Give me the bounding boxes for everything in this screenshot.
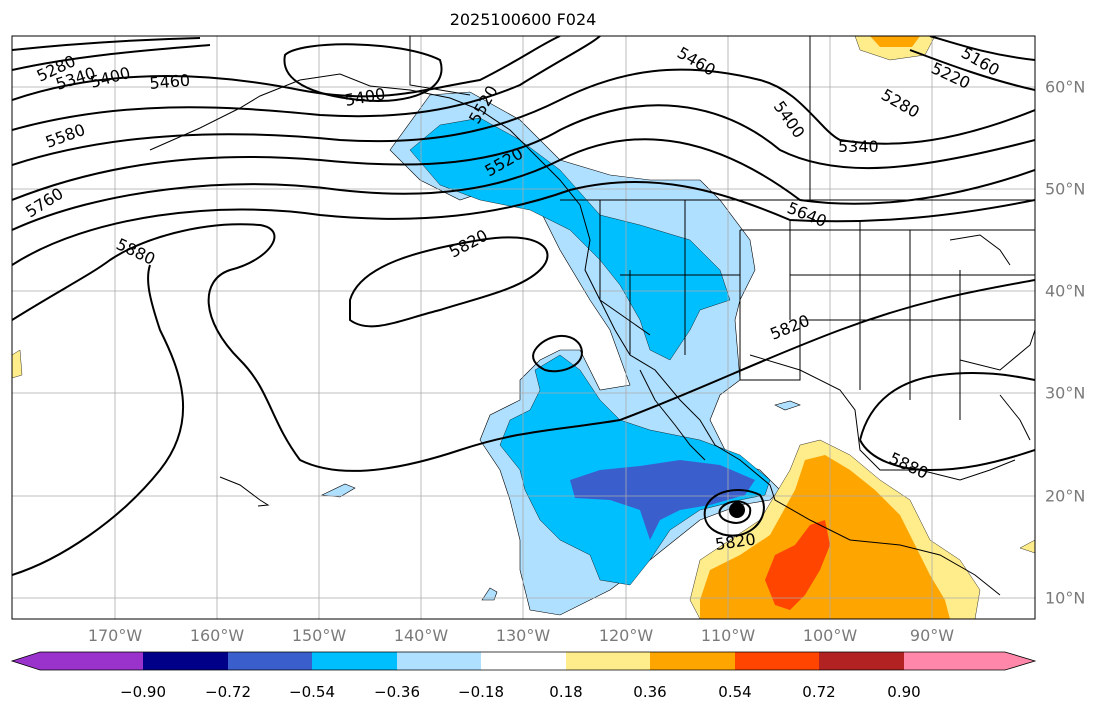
colorbar-segment (566, 652, 650, 670)
lat-label: 30°N (1045, 383, 1086, 403)
lon-label: 140°W (393, 626, 449, 645)
contour-label: 5340 (838, 137, 879, 156)
colorbar-tick-label: 0.90 (887, 683, 921, 701)
colorbar-extend-left (12, 652, 40, 670)
colorbar-segment (481, 652, 566, 670)
coastlines (149, 36, 1035, 596)
colorbar-segment (143, 652, 228, 670)
colorbar-tick-label: −0.36 (374, 683, 420, 701)
colorbar (12, 652, 1035, 670)
colorbar-extend-right (1005, 652, 1035, 670)
colorbar-segment (904, 652, 1005, 670)
shading-red-orange (765, 520, 830, 610)
lon-label: 150°W (291, 626, 347, 645)
low-center-marker (729, 502, 745, 518)
shading-royal-blue (570, 460, 755, 540)
colorbar-tick-label: 0.72 (802, 683, 836, 701)
colorbar-segment (312, 652, 397, 670)
lat-label: 40°N (1045, 281, 1086, 301)
colorbar-segment (40, 652, 143, 670)
map-title: 2025100600 F024 (449, 10, 597, 29)
lat-label: 20°N (1045, 486, 1086, 506)
height-contours (12, 36, 1035, 576)
colorbar-tick-label: −0.54 (289, 683, 335, 701)
lat-label: 50°N (1045, 179, 1086, 199)
lat-label: 60°N (1045, 77, 1086, 97)
colorbar-segment (228, 652, 312, 670)
lon-label: 100°W (802, 626, 858, 645)
contour-label: 5460 (149, 71, 191, 93)
colorbar-tick-label: 0.54 (718, 683, 752, 701)
colorbar-outline (10, 651, 1037, 671)
colorbar-tick-label: −0.72 (205, 683, 251, 701)
colorbar-segment (650, 652, 735, 670)
colorbar-tick-label: 0.36 (633, 683, 667, 701)
lon-label: 160°W (189, 626, 245, 645)
lon-label: 90°W (909, 626, 955, 645)
lon-label: 120°W (598, 626, 654, 645)
plot-frame (11, 35, 1036, 620)
lat-label: 10°N (1045, 588, 1086, 608)
colorbar-tick-label: 0.18 (549, 683, 583, 701)
colorbar-segment (819, 652, 904, 670)
graticule (12, 36, 1035, 619)
colorbar-segment (397, 652, 481, 670)
colorbar-tick-label: −0.18 (458, 683, 504, 701)
colorbar-segment (735, 652, 819, 670)
lon-label: 170°W (87, 626, 143, 645)
colorbar-tick-label: −0.90 (120, 683, 166, 701)
lon-label: 110°W (700, 626, 756, 645)
lon-label: 130°W (495, 626, 551, 645)
